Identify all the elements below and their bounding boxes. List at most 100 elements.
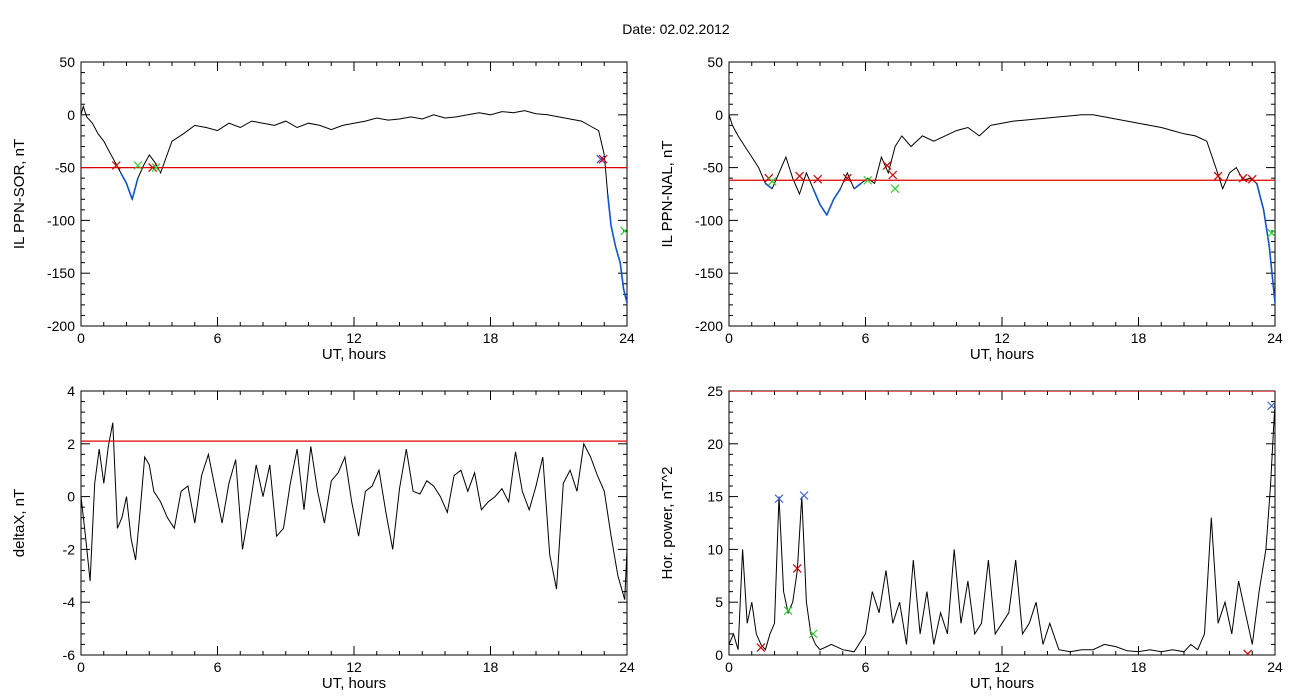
marker-stroke [1238,173,1248,183]
below-threshold-segment [125,183,133,200]
y-tick-label: 4 [67,383,75,399]
x-tick-label: 0 [77,659,85,675]
y-axis-label: IL PPN-SOR, nT [11,139,28,249]
x-tick-label: 12 [346,659,362,675]
marker-stroke [882,161,892,170]
y-tick-label: -200 [695,318,723,334]
y-tick-label: 20 [707,436,723,452]
event-marker [596,154,606,164]
plot-frame [728,390,1276,656]
below-threshold-segment [614,246,621,263]
below-threshold-segment [622,288,627,303]
marker-stroke [620,227,627,236]
event-marker [1213,171,1223,181]
event-marker [808,629,818,639]
marker-stroke [813,174,823,184]
x-tick-label: 18 [483,659,499,675]
chart-panel-1: 0 6 12 18 24 50 0 -50 -100 -150 -200 UT, hours IL PP… [11,54,635,363]
marker-stroke [863,175,873,185]
marker-stroke [133,161,143,170]
series-line [729,401,1275,653]
below-threshold-segment [1262,209,1271,247]
event-marker [1267,401,1275,411]
x-tick-label: 0 [725,659,733,675]
y-tick-label: -100 [47,212,75,228]
event-marker [1238,173,1248,183]
figure-title: Date: 02.02.2012 [622,21,730,37]
marker-stroke [890,184,900,194]
event-marker [148,163,158,173]
below-threshold-segment [826,198,835,216]
x-tick-label: 24 [1267,330,1283,346]
chart-panel-2: 0 6 12 18 24 50 0 -50 -100 -150 -200 UT, hours IL PP… [659,54,1283,363]
marker-stroke [111,161,121,170]
y-tick-label: 50 [59,54,75,70]
plot-area [81,104,627,303]
marker-stroke [1245,649,1253,655]
x-tick-label: 12 [994,330,1010,346]
y-axis-label: Hor. power, nT^2 [659,467,676,580]
event-marker [756,643,766,653]
marker-stroke [774,494,784,504]
event-marker [792,563,802,573]
marker-stroke [783,606,793,616]
y-axis-label: deltaX, nT [11,489,28,557]
y-tick-label: 15 [707,489,723,505]
marker-stroke [148,163,158,173]
y-tick-label: 0 [715,647,723,663]
x-tick-label: 18 [483,330,499,346]
series-line [81,104,627,303]
below-threshold-segment [819,204,828,216]
y-tick-label: -2 [63,541,76,557]
below-threshold-segment [619,262,625,290]
marker-stroke [1247,174,1257,184]
marker-stroke [795,171,804,181]
y-tick-label: 0 [67,489,75,505]
event-marker [1247,174,1257,184]
event-marker [774,494,784,504]
x-tick-label: 12 [346,330,362,346]
y-tick-label: -6 [63,647,76,663]
below-threshold-segment [606,193,612,226]
marker-stroke [756,643,766,653]
event-marker [783,606,793,616]
x-tick-label: 18 [1131,330,1147,346]
below-threshold-segment [131,177,139,200]
x-tick-label: 24 [619,659,635,675]
x-tick-label: 0 [725,330,733,346]
event-marker [813,174,823,184]
x-tick-label: 24 [1267,659,1283,675]
x-tick-label: 6 [214,330,222,346]
plot-area [729,391,1275,655]
marker-stroke [842,173,852,183]
marker-stroke [888,170,898,180]
event-marker [111,161,121,170]
plot-frame [80,61,628,327]
event-marker [890,184,900,194]
event-marker [1243,649,1253,655]
event-marker [799,491,809,500]
event-marker [795,171,804,181]
y-tick-label: -100 [695,212,723,228]
event-marker [151,163,161,173]
x-tick-label: 0 [77,330,85,346]
event-marker [1267,228,1275,238]
x-axis-label: UT, hours [322,346,386,363]
event-marker [888,170,898,180]
event-marker [767,176,777,186]
x-tick-label: 6 [862,659,870,675]
marker-stroke [792,563,802,573]
event-marker [620,226,627,236]
y-tick-label: -50 [55,160,75,176]
marker-stroke [808,629,818,639]
y-tick-label: 50 [707,54,723,70]
y-tick-label: -150 [47,265,75,281]
marker-stroke [799,491,809,500]
event-marker [863,175,873,185]
x-axis-label: UT, hours [970,346,1034,363]
x-axis-label: UT, hours [322,675,386,692]
event-marker [842,173,852,183]
event-marker [133,161,143,170]
plot-area [729,114,1275,303]
